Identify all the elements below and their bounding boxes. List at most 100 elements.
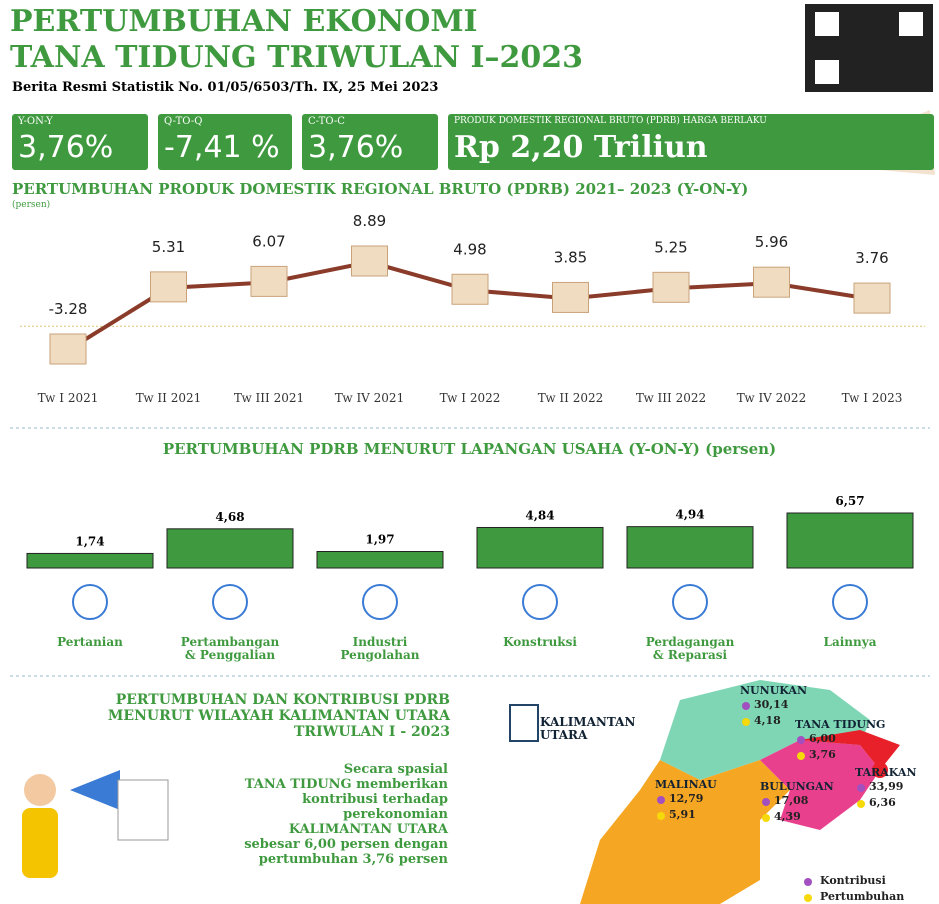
legend-dot (804, 878, 812, 886)
sector-icon (212, 584, 248, 620)
kpi-value: 3,76% (308, 130, 404, 165)
value-label: -3.28 (49, 300, 88, 318)
person-head (24, 774, 56, 806)
value-label: 4,84 (525, 508, 554, 522)
x-tick-label: Tw I 2023 (842, 391, 903, 405)
pertumbuhan-dot (762, 814, 770, 822)
category-label: Pertanian (57, 635, 123, 649)
value-label: 3.76 (855, 249, 888, 267)
bar (786, 512, 914, 569)
area-name: MALINAU (655, 778, 717, 791)
kpi-card: C-TO-C 3,76% (302, 114, 438, 170)
value-label: 5.96 (755, 233, 788, 251)
area-name: BULUNGAN (760, 780, 834, 793)
x-tick-label: Tw I 2021 (38, 391, 99, 405)
kpi-value: -7,41 % (164, 130, 280, 165)
qr-corner (815, 60, 839, 84)
category-label: Lainnya (823, 635, 877, 649)
map-tana-tidung (800, 730, 900, 770)
region-text: Secara spasial TANA TIDUNG memberikan ko… (244, 762, 448, 867)
x-tick-label: Tw I 2022 (440, 391, 501, 405)
area-pertumbuhan: 5,91 (669, 808, 696, 821)
bar (166, 528, 294, 569)
kpi-label: C-TO-C (308, 116, 345, 127)
value-label: 4.98 (453, 240, 486, 258)
kpi-label: Q-TO-Q (164, 116, 203, 127)
box-marker (652, 271, 690, 303)
kontribusi-dot (797, 736, 805, 744)
x-tick-label: Tw II 2021 (136, 391, 202, 405)
kontribusi-dot (742, 702, 750, 710)
pertumbuhan-dot (742, 718, 750, 726)
category-label: Industri Pengolahan (340, 635, 420, 662)
box-marker (250, 265, 288, 297)
pertumbuhan-dot (657, 812, 665, 820)
kpi-card: Q-TO-Q -7,41 % (158, 114, 292, 170)
kpi-card: PRODUK DOMESTIK REGIONAL BRUTO (PDRB) HA… (448, 114, 934, 170)
bar-chart-title: PERTUMBUHAN PDRB MENURUT LAPANGAN USAHA … (162, 440, 777, 458)
legend-label: Kontribusi (820, 874, 886, 887)
box-marker (49, 333, 87, 365)
kpi-label: PRODUK DOMESTIK REGIONAL BRUTO (PDRB) HA… (454, 116, 767, 126)
clipboard-icon (509, 704, 539, 742)
qr-corner (815, 12, 839, 36)
map-tarakan (872, 762, 888, 778)
category-label: Konstruksi (503, 635, 577, 649)
area-kontribusi: 17,08 (774, 794, 809, 807)
kpi-card: Y-ON-Y 3,76% (12, 114, 148, 170)
area-kontribusi: 12,79 (669, 792, 704, 805)
map (580, 680, 900, 904)
x-tick-label: Tw IV 2021 (335, 391, 404, 405)
map-nunukan (660, 680, 870, 780)
x-tick-label: Tw II 2022 (538, 391, 604, 405)
x-tick-label: Tw III 2022 (636, 391, 706, 405)
box-marker (552, 281, 589, 313)
value-label: 8.89 (353, 212, 386, 230)
box-marker (351, 245, 388, 277)
y-axis-label: (persen) (12, 200, 51, 210)
region-title: PERTUMBUHAN DAN KONTRIBUSI PDRB MENURUT … (107, 692, 450, 740)
category-label: Pertambangan & Penggalian (180, 635, 280, 662)
bar (626, 526, 754, 569)
box-marker (853, 282, 891, 314)
x-tick-label: Tw III 2021 (234, 391, 304, 405)
value-label: 5.25 (654, 238, 687, 256)
kpi-value: 3,76% (18, 130, 114, 165)
pertumbuhan-dot (857, 800, 865, 808)
megaphone (70, 770, 120, 810)
sector-icon (522, 584, 558, 620)
sector-icon (672, 584, 708, 620)
area-pertumbuhan: 4,18 (754, 714, 781, 727)
legend-dot (804, 894, 812, 902)
category-label: Perdagangan & Reparasi (645, 635, 735, 662)
title: PERTUMBUHAN EKONOMI (10, 4, 478, 39)
sector-icon (72, 584, 108, 620)
area-name: TANA TIDUNG (795, 718, 886, 731)
map-bulungan (760, 740, 880, 830)
legend-label: Pertumbuhan (820, 890, 905, 903)
qr-corner (899, 12, 923, 36)
value-label: 1,74 (75, 534, 104, 548)
value-label: 3.85 (554, 248, 587, 266)
x-tick-label: Tw IV 2022 (737, 391, 806, 405)
title: TANA TIDUNG TRIWULAN I–2023 (10, 40, 584, 75)
area-kontribusi: 6,00 (809, 732, 836, 745)
subtitle: Berita Resmi Statistik No. 01/05/6503/Th… (12, 80, 439, 95)
area-pertumbuhan: 3,76 (809, 748, 836, 761)
value-label: 5.31 (152, 238, 185, 256)
person-body (22, 808, 58, 878)
pertumbuhan-dot (797, 752, 805, 760)
box-marker (150, 271, 187, 303)
kontribusi-dot (762, 798, 770, 806)
kpi-label: Y-ON-Y (18, 116, 53, 127)
value-label: 1,97 (365, 533, 394, 547)
map-label: KALIMANTAN UTARA (540, 715, 636, 742)
area-name: TARAKAN (855, 766, 917, 779)
sector-icon (832, 584, 868, 620)
value-label: 4,68 (215, 510, 244, 524)
area-pertumbuhan: 4,39 (774, 810, 801, 823)
area-pertumbuhan: 6,36 (869, 796, 896, 809)
kontribusi-dot (857, 784, 865, 792)
